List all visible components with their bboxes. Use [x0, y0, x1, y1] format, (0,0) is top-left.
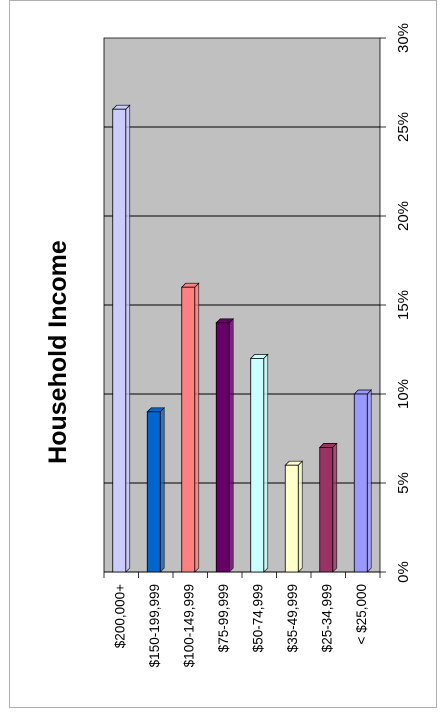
bar-side — [297, 460, 303, 573]
bar — [146, 411, 161, 573]
bar-side — [263, 353, 269, 573]
category-label: $50-74,999 — [250, 584, 265, 652]
bars — [111, 104, 373, 573]
bar-side — [194, 282, 200, 573]
category-label: $200,000+ — [112, 584, 127, 648]
category-label: $35-49,999 — [285, 584, 300, 652]
bar-side — [332, 442, 338, 573]
tick-label: 10% — [395, 379, 412, 409]
bar — [284, 464, 299, 573]
value-tick-labels: 0% 5% 10% 15% 20% 25% 30% — [395, 23, 412, 583]
bar — [250, 357, 265, 573]
category-labels: $200,000+ $150-199,999 $100-149,999 $75-99,… — [112, 584, 369, 667]
chart-title: Household Income — [44, 240, 72, 464]
bar — [353, 393, 368, 573]
category-label: $150-199,999 — [147, 584, 162, 667]
chart-border — [9, 0, 437, 708]
bar — [319, 446, 334, 573]
tick-label: 15% — [395, 290, 412, 320]
category-label: $100-149,999 — [181, 584, 196, 667]
tick-label: 5% — [395, 472, 412, 494]
bar — [112, 108, 127, 573]
tick-label: 30% — [395, 23, 412, 53]
tick-label: 20% — [395, 201, 412, 231]
bar-side — [228, 317, 234, 573]
tick-label: 0% — [395, 561, 412, 583]
bar-side — [159, 406, 165, 573]
bar-side — [125, 104, 131, 573]
category-label: $25-34,999 — [319, 584, 334, 652]
bar — [181, 286, 196, 573]
bar-side — [366, 389, 372, 573]
bar — [215, 322, 230, 573]
gridlines — [103, 37, 386, 578]
category-label: $75-99,999 — [216, 584, 231, 652]
category-label: < $25,000 — [354, 584, 369, 644]
tick-label: 25% — [395, 112, 412, 142]
